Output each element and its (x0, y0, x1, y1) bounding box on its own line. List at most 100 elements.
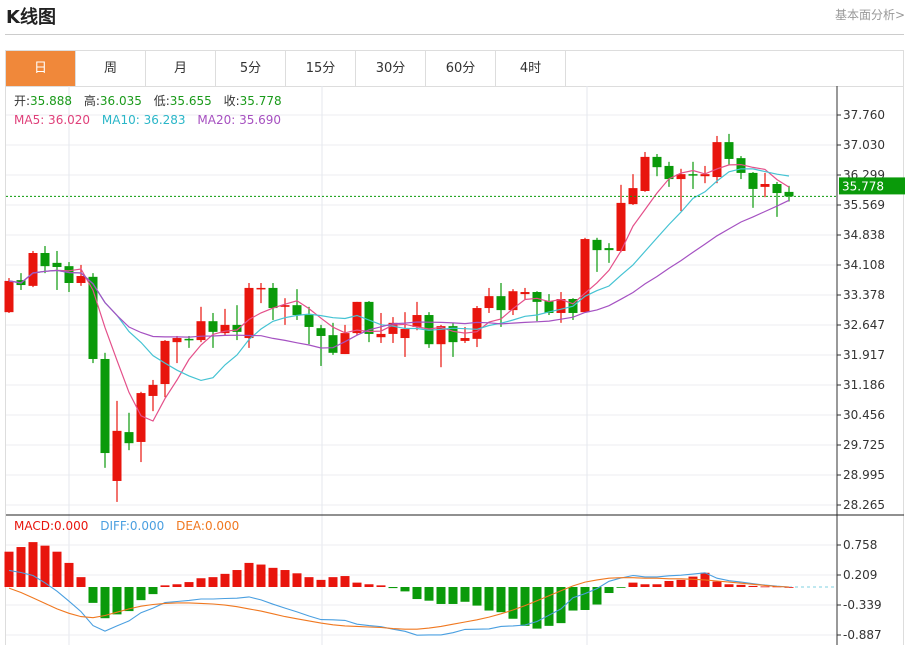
candle-up (256, 287, 266, 290)
macd-bar-negative (400, 587, 410, 592)
price-tick-label: 33.378 (843, 288, 885, 302)
macd-bar-positive (16, 547, 26, 587)
candle-up (400, 328, 410, 339)
macd-bar-positive (628, 582, 638, 587)
macd-legend-dea: DEA:0.000 (176, 519, 240, 533)
price-tick-label: 30.456 (843, 408, 885, 422)
macd-bar-positive (736, 584, 746, 587)
open-value: 35.888 (30, 94, 73, 108)
macd-bar-positive (244, 562, 254, 587)
macd-tick-label: -0.339 (843, 598, 882, 612)
candle-up (244, 287, 254, 339)
period-tabs: 日 周 月 5分 15分 30分 60分 4时 (5, 50, 904, 86)
candle-down (64, 266, 74, 283)
candle-down (40, 253, 50, 267)
macd-bar-positive (160, 585, 170, 587)
macd-bar-positive (676, 579, 686, 587)
macd-bar-positive (28, 542, 38, 587)
candle-down (100, 358, 110, 454)
macd-bar-negative (424, 587, 434, 601)
close-label: 收: (223, 94, 240, 108)
macd-bar-positive (4, 551, 14, 587)
candle-up (712, 142, 722, 178)
macd-tick-label: 0.209 (843, 568, 877, 582)
tab-week[interactable]: 周 (76, 51, 146, 86)
candle-down (268, 287, 278, 309)
ma10-line (8, 168, 790, 382)
macd-bar-positive (352, 582, 362, 587)
price-tick-label: 32.647 (843, 318, 885, 332)
candle-down (736, 158, 746, 173)
ma10-legend: MA10: 36.283 (101, 113, 186, 127)
macd-bar-negative (460, 587, 470, 602)
candle-up (412, 315, 422, 327)
price-tick-label: 35.569 (843, 198, 885, 212)
candle-up (352, 301, 362, 334)
macd-bar-negative (412, 587, 422, 600)
candle-down (544, 301, 554, 313)
macd-bar-negative (148, 587, 158, 595)
macd-bar-positive (316, 579, 326, 587)
open-label: 开: (14, 94, 31, 108)
candle-up (700, 174, 710, 177)
macd-bar-positive (760, 586, 770, 588)
candle-up (616, 202, 626, 251)
macd-bar-positive (712, 581, 722, 587)
candle-up (580, 239, 590, 313)
candle-up (112, 430, 122, 481)
candle-down (748, 172, 758, 189)
candle-down (664, 165, 674, 180)
candle-down (208, 321, 218, 332)
candle-down (184, 338, 194, 341)
candle-down (424, 315, 434, 345)
tab-4hour[interactable]: 4时 (496, 51, 566, 86)
tab-15min[interactable]: 15分 (286, 51, 356, 86)
macd-bar-negative (604, 587, 614, 594)
candle-down (328, 335, 338, 353)
price-tick-label: 34.838 (843, 228, 885, 242)
candle-up (472, 308, 482, 339)
macd-bar-negative (100, 587, 110, 619)
candle-down (316, 328, 326, 336)
candle-down (532, 292, 542, 302)
candle-down (124, 432, 134, 444)
candle-down (448, 326, 458, 343)
price-tick-label: 28.995 (843, 468, 885, 482)
tab-month[interactable]: 月 (146, 51, 216, 86)
ma20-legend: MA20: 35.690 (197, 113, 282, 127)
macd-legend-macd: MACD:0.000 (14, 519, 89, 533)
candle-up (220, 324, 230, 334)
divider (5, 34, 904, 35)
macd-bar-positive (64, 562, 74, 587)
candle-down (52, 262, 62, 267)
tab-60min[interactable]: 60分 (426, 51, 496, 86)
tab-day[interactable]: 日 (6, 51, 76, 86)
macd-bar-negative (88, 587, 98, 603)
macd-bar-positive (328, 577, 338, 587)
tab-5min[interactable]: 5分 (216, 51, 286, 86)
macd-bar-positive (196, 578, 206, 587)
last-price-box (839, 177, 905, 195)
macd-bar-positive (232, 570, 242, 587)
candle-up (376, 333, 386, 338)
macd-legend: MACD:0.000 DIFF:0.000 DEA:0.000 (14, 519, 247, 534)
fundamental-analysis-link[interactable]: 基本面分析> (834, 8, 905, 22)
macd-bar-negative (388, 587, 398, 589)
candle-up (436, 326, 446, 345)
macd-bar-negative (544, 587, 554, 626)
tab-30min[interactable]: 30分 (356, 51, 426, 86)
macd-bar-positive (364, 584, 374, 587)
candle-down (604, 248, 614, 251)
macd-bar-negative (520, 587, 530, 626)
candle-up (388, 322, 398, 334)
candle-down (688, 174, 698, 176)
candle-down (232, 324, 242, 332)
macd-bar-positive (376, 585, 386, 587)
macd-bar-positive (688, 576, 698, 587)
macd-bar-positive (280, 570, 290, 587)
macd-bar-negative (592, 587, 602, 605)
candle-down (592, 239, 602, 251)
high-label: 高: (83, 94, 100, 108)
macd-bar-negative (532, 587, 542, 629)
